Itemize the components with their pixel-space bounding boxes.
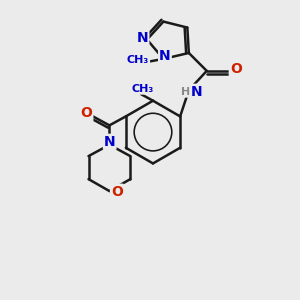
Text: O: O: [111, 185, 123, 199]
Text: O: O: [230, 62, 242, 76]
Text: H: H: [181, 87, 190, 97]
Text: CH₃: CH₃: [131, 84, 154, 94]
Text: CH₃: CH₃: [127, 56, 149, 65]
Text: N: N: [137, 31, 148, 45]
Text: O: O: [80, 106, 92, 120]
Text: N: N: [190, 85, 202, 99]
Text: N: N: [104, 135, 116, 149]
Text: N: N: [159, 49, 171, 63]
